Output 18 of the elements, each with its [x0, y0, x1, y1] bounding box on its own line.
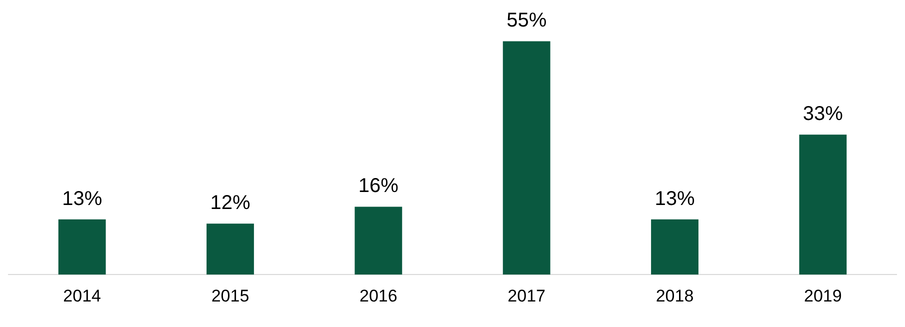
- x-tick-label: 2019: [804, 286, 842, 306]
- data-label: 55%: [506, 10, 547, 32]
- x-tick-label: 2016: [360, 286, 398, 306]
- bar: [206, 224, 254, 275]
- data-label: 13%: [654, 188, 695, 210]
- data-label: 33%: [802, 103, 844, 126]
- x-tick-label: 2018: [656, 286, 694, 306]
- bar: [799, 134, 847, 275]
- bar: [58, 219, 106, 275]
- data-label: 13%: [62, 188, 102, 210]
- x-tick-label: 2017: [508, 286, 546, 306]
- x-tick-label: 2014: [63, 286, 101, 306]
- data-label: 16%: [358, 175, 399, 198]
- bar: [651, 219, 698, 275]
- bar: [502, 41, 550, 275]
- bar: [354, 206, 402, 275]
- data-label: 12%: [210, 192, 250, 214]
- x-tick-label: 2015: [211, 286, 250, 306]
